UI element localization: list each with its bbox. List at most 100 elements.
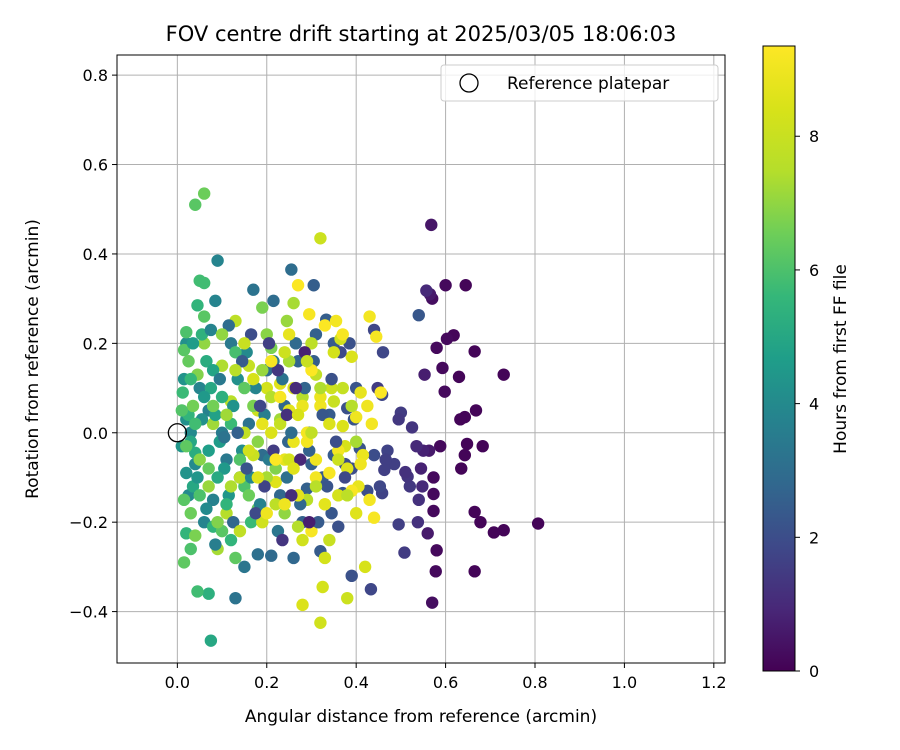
scatter-point	[468, 565, 481, 578]
scatter-point	[421, 527, 434, 540]
scatter-point	[325, 372, 338, 386]
scatter-point	[468, 345, 481, 358]
scatter-point	[363, 493, 376, 507]
scatter-point	[189, 529, 202, 542]
scatter-point	[280, 471, 294, 484]
scatter-point	[311, 515, 325, 529]
scatter-point	[227, 515, 240, 529]
scatter-point	[202, 462, 215, 475]
scatter-point	[354, 386, 367, 399]
scatter-point	[197, 276, 211, 290]
scatter-point	[316, 408, 329, 422]
scatter-point	[215, 390, 229, 404]
scatter-point	[318, 498, 332, 511]
y-tick-label: 0.2	[83, 334, 108, 353]
scatter-point	[229, 363, 242, 377]
scatter-point	[303, 308, 316, 321]
scatter-point	[211, 471, 224, 484]
scatter-point	[307, 279, 320, 292]
scatter-point	[233, 524, 247, 538]
colorbar-tick-label: 4	[809, 395, 819, 414]
scatter-point	[291, 279, 305, 292]
scatter-point	[265, 549, 278, 562]
scatter-point	[296, 598, 309, 612]
scatter-point	[256, 363, 269, 377]
colorbar: 0 2 4 6 8 Hours from first FF file	[762, 45, 851, 681]
scatter-point	[287, 551, 300, 565]
scatter-point	[367, 448, 381, 462]
scatter-point	[278, 507, 291, 520]
scatter-point	[177, 493, 191, 507]
scatter-point	[455, 462, 468, 475]
y-tick-label: 0.4	[83, 245, 108, 264]
scatter-point	[332, 453, 345, 466]
x-tick-label: 0.0	[165, 673, 190, 692]
scatter-point	[224, 480, 238, 493]
scatter-point	[338, 471, 352, 484]
scatter-point	[182, 355, 195, 368]
x-tick-label: 0.6	[433, 673, 458, 692]
scatter-point	[418, 368, 431, 381]
scatter-point	[332, 489, 345, 502]
plot-area	[117, 55, 725, 663]
scatter-point	[332, 520, 345, 533]
scatter-point	[271, 363, 285, 377]
scatter-point	[209, 538, 222, 551]
scatter-point	[269, 498, 282, 511]
scatter-point	[186, 399, 200, 413]
scatter-point	[318, 551, 332, 565]
scatter-point	[280, 314, 294, 328]
scatter-point	[436, 361, 449, 375]
scatter-point	[229, 346, 242, 359]
scatter-point	[273, 390, 287, 404]
x-axis-label: Angular distance from reference (arcmin)	[245, 707, 597, 727]
scatter-point	[291, 408, 305, 422]
scatter-point	[285, 263, 298, 276]
y-tick-label: 0.6	[83, 156, 108, 175]
legend-box	[440, 64, 719, 102]
scatter-point	[468, 505, 481, 519]
chart-title: FOV centre drift starting at 2025/03/05 …	[166, 22, 677, 46]
scatter-point	[487, 526, 501, 539]
scatter-point	[189, 417, 202, 431]
scatter-point	[256, 301, 269, 314]
y-tick-label: −0.4	[69, 603, 108, 622]
scatter-point	[298, 381, 311, 395]
colorbar-tick-label: 6	[809, 261, 819, 280]
scatter-point	[202, 480, 215, 493]
scatter-point	[189, 198, 202, 211]
scatter-point	[269, 453, 282, 466]
scatter-point	[354, 457, 367, 471]
scatter-point	[180, 439, 193, 453]
scatter-point	[184, 507, 197, 520]
scatter-point	[209, 294, 222, 308]
scatter-point	[392, 413, 405, 426]
scatter-point	[314, 390, 327, 404]
x-tick-label: 1.0	[612, 673, 637, 692]
scatter-point	[410, 439, 423, 453]
scatter-point	[233, 453, 247, 466]
scatter-point	[200, 502, 213, 515]
scatter-point	[314, 616, 327, 629]
scatter-point	[370, 330, 383, 343]
scatter-point	[251, 548, 265, 561]
scatter-point	[278, 346, 291, 359]
scatter-point	[458, 448, 472, 462]
scatter-point	[200, 355, 213, 368]
reference-marker	[167, 423, 188, 443]
scatter-point	[177, 556, 191, 569]
scatter-point	[474, 515, 487, 529]
scatter-point	[197, 310, 211, 323]
x-axis-ticks: 0.0 0.2 0.4 0.6 0.8 1.0 1.2	[165, 663, 727, 692]
scatter-point	[374, 386, 387, 399]
scatter-point	[309, 480, 323, 493]
scatter-point	[184, 542, 197, 556]
scatter-point	[211, 515, 224, 529]
scatter-point	[191, 585, 204, 598]
scatter-point	[341, 591, 354, 605]
scatter-point	[305, 337, 318, 350]
scatter-point	[273, 417, 287, 431]
scatter-point	[202, 587, 215, 600]
scatter-point	[349, 507, 363, 520]
y-tick-label: 0.8	[83, 66, 108, 85]
